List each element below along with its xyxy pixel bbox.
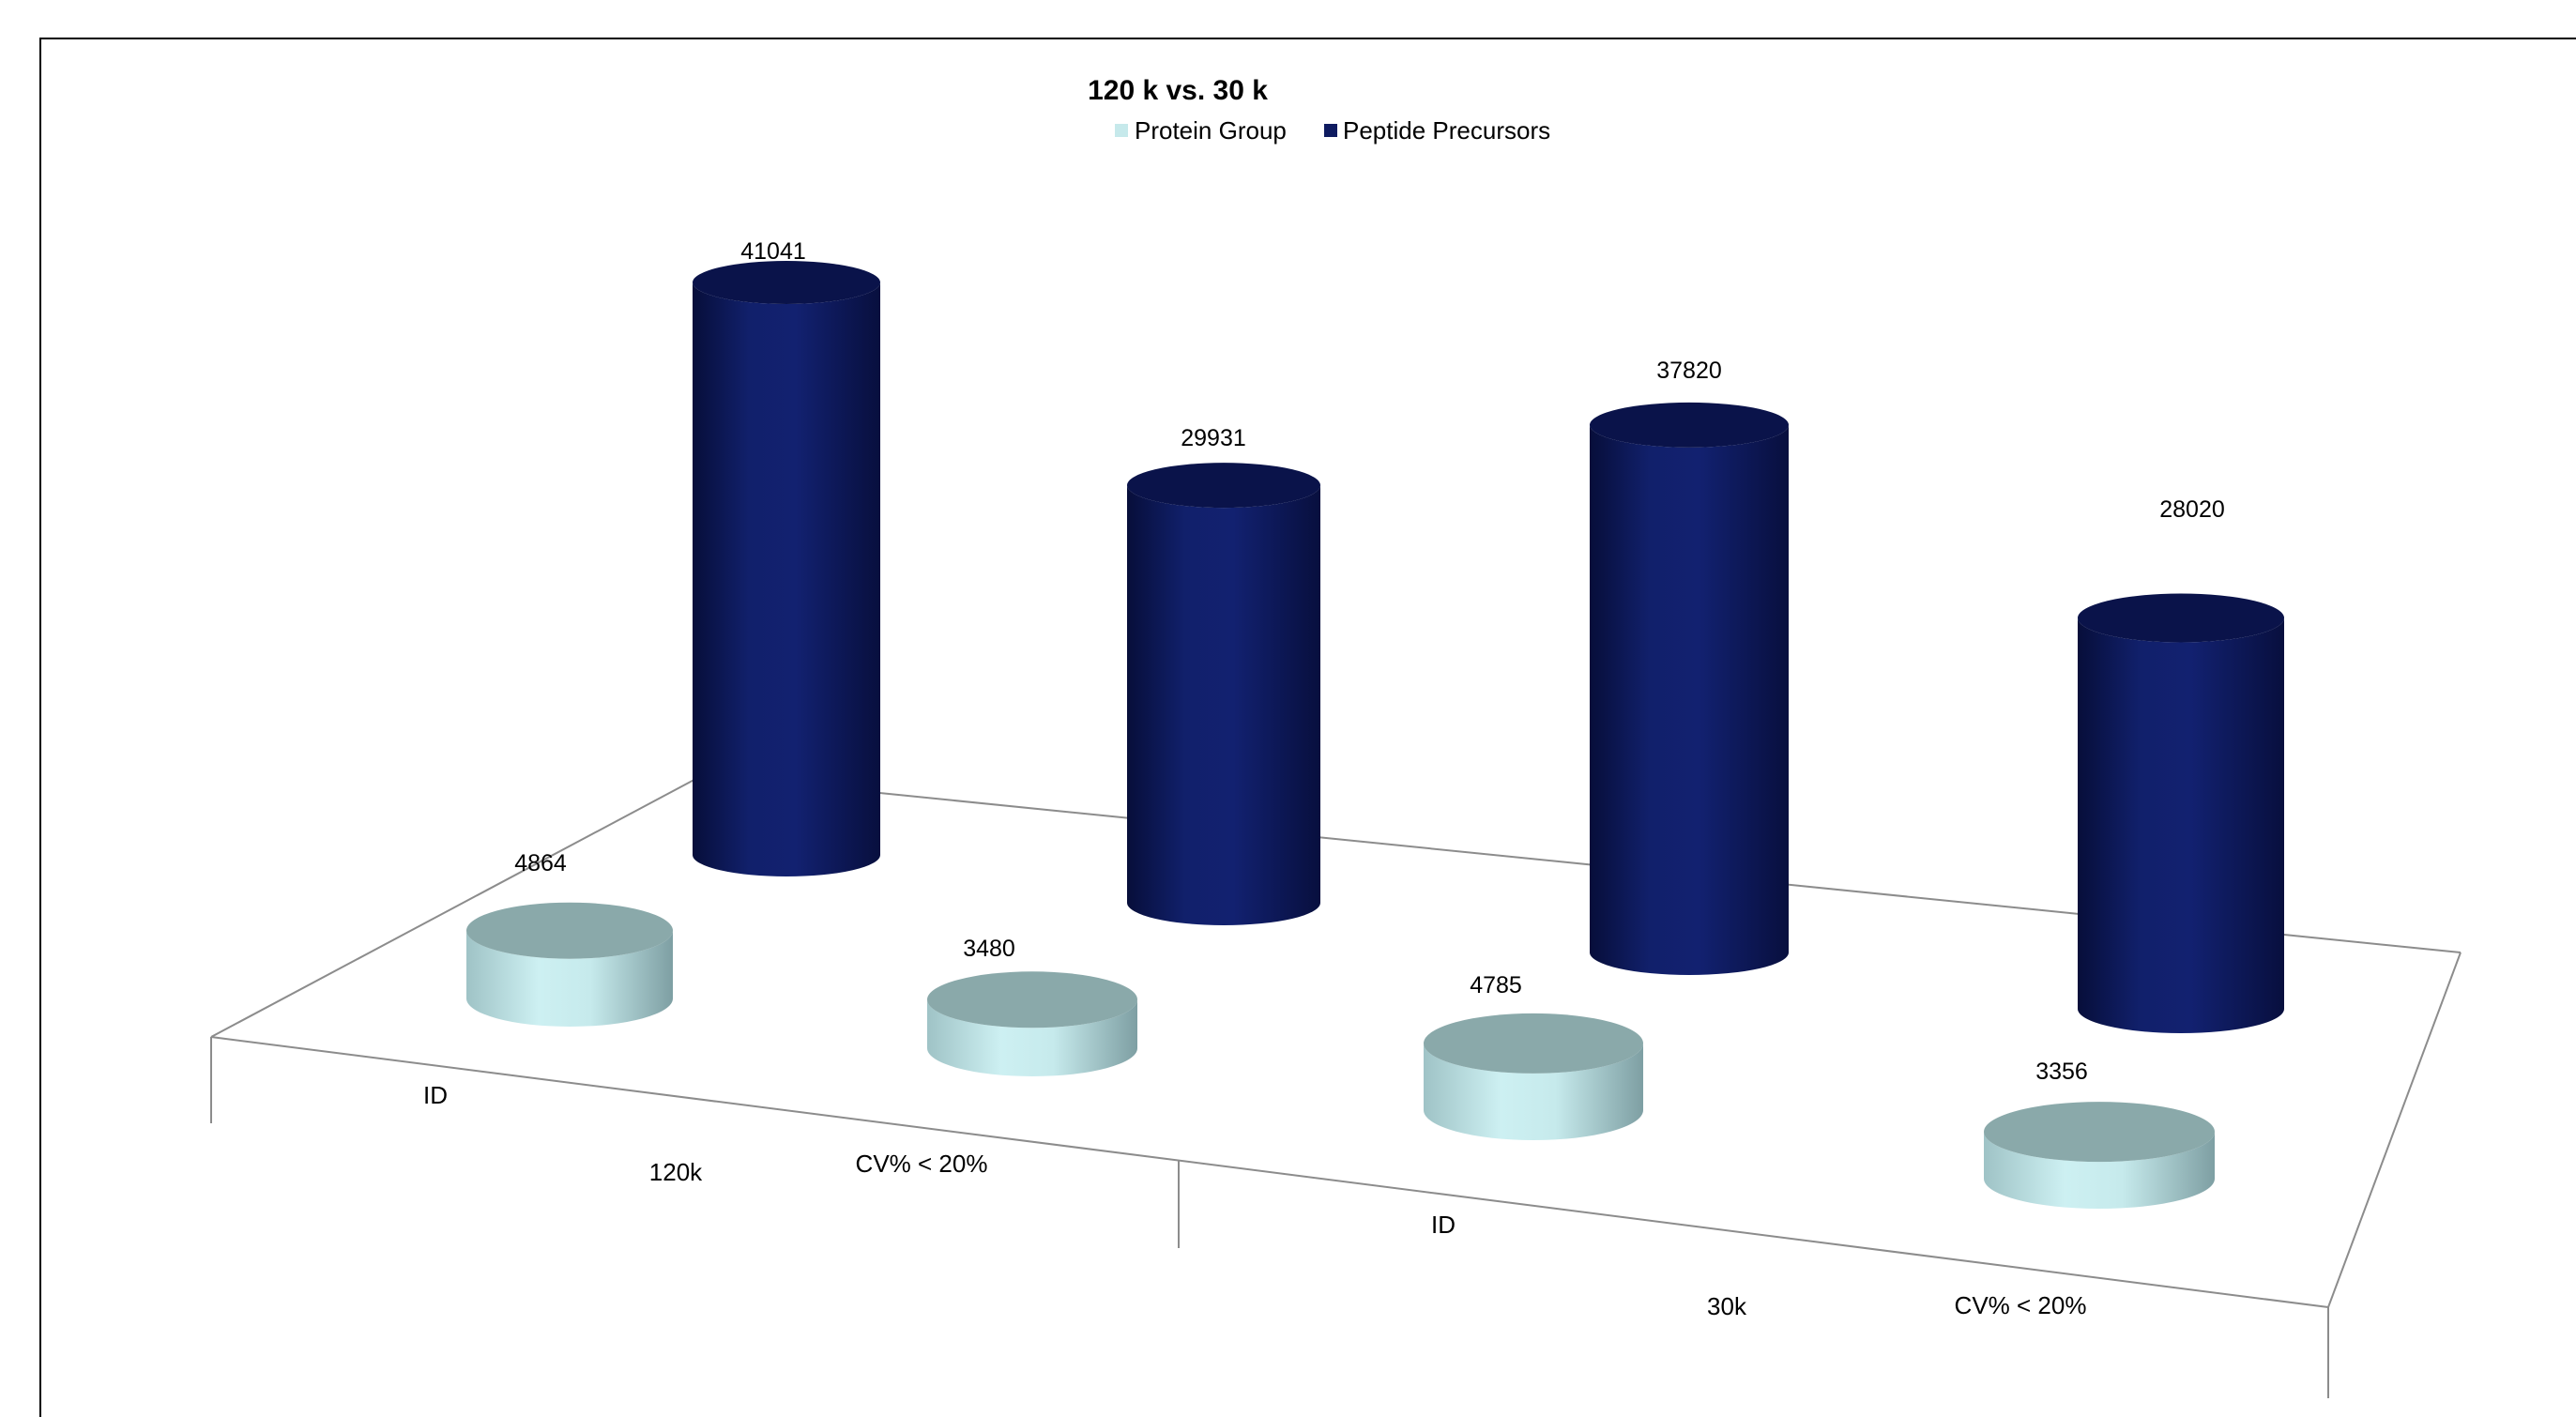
group-label-30k: 30k bbox=[1707, 1292, 1747, 1320]
bar-protein-group-1-top bbox=[466, 902, 673, 959]
bar-protein-group-4 bbox=[1984, 1102, 2215, 1209]
data-label-protein-group-2: 3480 bbox=[963, 936, 1015, 962]
group-label-120k: 120k bbox=[649, 1158, 703, 1186]
bar-peptide-precursors-2-side bbox=[1127, 485, 1320, 925]
bar-protein-group-4-top bbox=[1984, 1102, 2215, 1163]
bar-protein-group-3 bbox=[1424, 1013, 1643, 1140]
legend: Protein Group Peptide Precursors bbox=[1115, 116, 1550, 145]
bar-peptide-precursors-2 bbox=[1127, 463, 1320, 925]
data-label-protein-group-3: 4785 bbox=[1470, 972, 1522, 998]
bars-layer bbox=[466, 261, 2284, 1209]
bar-peptide-precursors-3 bbox=[1590, 402, 1789, 975]
bar-peptide-precursors-4 bbox=[2078, 593, 2284, 1033]
data-label-protein-group-1: 4864 bbox=[514, 850, 567, 876]
bar-peptide-precursors-3-side bbox=[1590, 424, 1789, 975]
legend-swatch-protein-group bbox=[1115, 124, 1128, 137]
bar-peptide-precursors-4-side bbox=[2078, 617, 2284, 1033]
tick-label-cv-120k: CV% < 20% bbox=[856, 1150, 988, 1178]
bar-protein-group-2 bbox=[927, 971, 1138, 1076]
tick-label-id-30k: ID bbox=[1431, 1211, 1456, 1239]
data-label-protein-group-4: 3356 bbox=[2035, 1059, 2088, 1085]
floor-back-left-edge bbox=[210, 774, 704, 1038]
tick-label-id-120k: ID bbox=[423, 1081, 448, 1109]
data-label-peptide-precursors-4: 28020 bbox=[2159, 496, 2225, 523]
floor-right-edge bbox=[2327, 952, 2462, 1308]
chart-title: 120 k vs. 30 k bbox=[1088, 75, 1268, 106]
data-label-peptide-precursors-3: 37820 bbox=[1656, 358, 1722, 384]
tick-label-cv-30k: CV% < 20% bbox=[1955, 1291, 2087, 1319]
data-labels: 41041 29931 37820 28020 4864 3480 4785 3… bbox=[514, 238, 2225, 1085]
bar-protein-group-1-side bbox=[466, 930, 673, 1027]
bar-peptide-precursors-3-top bbox=[1590, 402, 1789, 448]
bar-protein-group-2-side bbox=[927, 999, 1138, 1076]
data-label-peptide-precursors-2: 29931 bbox=[1181, 425, 1246, 451]
bar-peptide-precursors-2-top bbox=[1127, 463, 1320, 509]
bar-peptide-precursors-1 bbox=[693, 261, 880, 876]
legend-label-protein-group: Protein Group bbox=[1135, 116, 1287, 145]
floor-front-edge bbox=[210, 1036, 2329, 1308]
bar-protein-group-4-side bbox=[1984, 1132, 2215, 1209]
bar-protein-group-2-top bbox=[927, 971, 1137, 1028]
bar-peptide-precursors-4-top bbox=[2078, 593, 2284, 643]
bar-protein-group-3-side bbox=[1424, 1043, 1643, 1140]
bar-protein-group-3-top bbox=[1424, 1013, 1643, 1074]
x-axis-labels: ID CV% < 20% ID CV% < 20% 120k 30k bbox=[423, 1081, 2086, 1320]
bar-peptide-precursors-1-side bbox=[693, 282, 880, 876]
data-label-peptide-precursors-1: 41041 bbox=[740, 238, 806, 265]
legend-swatch-peptide-precursors bbox=[1324, 124, 1337, 137]
bar-peptide-precursors-1-top bbox=[693, 261, 880, 304]
bar-protein-group-1 bbox=[466, 902, 673, 1027]
legend-label-peptide-precursors: Peptide Precursors bbox=[1343, 116, 1550, 145]
